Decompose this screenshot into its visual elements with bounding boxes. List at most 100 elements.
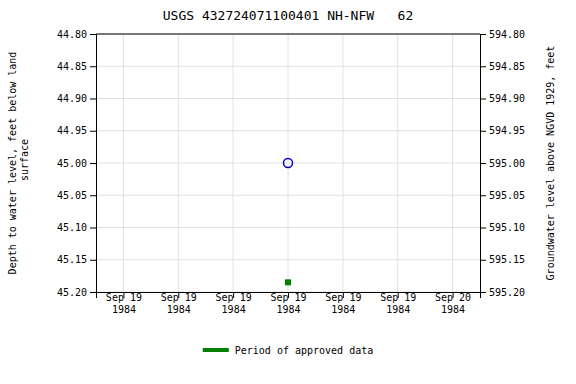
- text-line: Sep 19: [106, 292, 142, 303]
- grid-line: [288, 34, 289, 292]
- axis-line: [90, 35, 97, 293]
- text-line: Sep 20: [435, 292, 471, 303]
- tick: 44.80: [57, 29, 96, 40]
- text-line: Sep 19: [270, 292, 306, 303]
- tick-label: 595.15: [489, 254, 525, 265]
- tick: 45.10: [57, 222, 96, 233]
- axis-line: [96, 34, 480, 35]
- tick: 595.00: [480, 158, 525, 169]
- tick-label: Sep 191984: [380, 292, 416, 315]
- tick: Sep 201984: [435, 292, 471, 315]
- tick-label: Sep 191984: [325, 292, 361, 315]
- legend: Period of approved data: [203, 345, 373, 356]
- text-line: Sep 19: [216, 292, 252, 303]
- tick: 595.05: [480, 190, 525, 201]
- tick-label: 44.80: [57, 29, 87, 40]
- tick: 595.10: [480, 222, 525, 233]
- data-marks: [284, 159, 293, 286]
- tick-label: 45.20: [57, 287, 87, 298]
- tick: 45.20: [57, 287, 96, 298]
- y2-axis-title: Groundwater level above NGVD 1929, feet: [545, 46, 556, 281]
- series: [284, 159, 293, 168]
- tick: 594.95: [480, 125, 525, 136]
- tick-mark: [480, 99, 486, 100]
- tick-label: 45.15: [57, 254, 87, 265]
- tick-mark: [90, 131, 96, 132]
- point: [284, 159, 293, 168]
- text-line: 1984: [112, 304, 136, 315]
- text-line: 1984: [276, 304, 300, 315]
- tick-mark: [90, 195, 96, 196]
- text-line: Sep 19: [325, 292, 361, 303]
- tick: Sep 191984: [216, 292, 252, 315]
- grid-line: [123, 34, 124, 292]
- tick-mark: [480, 163, 486, 164]
- tick: 594.90: [480, 93, 525, 104]
- text-line: 1984: [441, 304, 465, 315]
- tick-mark: [90, 99, 96, 100]
- grid-line: [233, 34, 234, 292]
- tick-mark: [480, 66, 486, 67]
- tick-mark: [90, 163, 96, 164]
- tick-mark: [480, 260, 486, 261]
- y-axis: 44.80 44.85 44.90 44.95 45.00 45.05 45.10 45.15…: [57, 29, 97, 298]
- tick-label: 595.10: [489, 222, 525, 233]
- grid-line: [178, 34, 179, 292]
- text-line: 1984: [222, 304, 246, 315]
- text-line: Sep 19: [380, 292, 416, 303]
- tick: Sep 191984: [270, 292, 306, 315]
- tick: 44.85: [57, 61, 96, 72]
- text-line: surface: [19, 139, 30, 187]
- text-line: Depth to water level, feet below land: [7, 52, 18, 275]
- tick: 45.05: [57, 190, 96, 201]
- text-line: 1984: [167, 304, 191, 315]
- tick: 594.80: [480, 29, 525, 40]
- series: [285, 279, 291, 285]
- tick-label: 594.80: [489, 29, 525, 40]
- grid-line: [96, 34, 480, 35]
- tick-mark: [90, 260, 96, 261]
- tick: 594.85: [480, 61, 525, 72]
- tick-label: Sep 201984: [435, 292, 471, 315]
- y-axis-title: Depth to water level, feet below land su…: [7, 52, 30, 275]
- tick-label: 594.85: [489, 61, 525, 72]
- tick-label: 44.90: [57, 93, 87, 104]
- tick-label: 45.00: [57, 158, 87, 169]
- tick-label: Sep 191984: [106, 292, 142, 315]
- tick-label: Sep 191984: [270, 292, 306, 315]
- tick: 44.90: [57, 93, 96, 104]
- text-line: 1984: [331, 304, 355, 315]
- tick-label: 45.05: [57, 190, 87, 201]
- tick: 45.15: [57, 254, 96, 265]
- tick: Sep 191984: [161, 292, 197, 315]
- tick-mark: [90, 228, 96, 229]
- tick-mark: [90, 66, 96, 67]
- tick: Sep 191984: [106, 292, 142, 315]
- tick-mark: [480, 34, 486, 35]
- legend-item: Period of approved data: [203, 345, 373, 356]
- legend-swatch: [203, 348, 229, 352]
- tick-label: Sep 191984: [161, 292, 197, 315]
- tick-mark: [480, 228, 486, 229]
- tick-label: Sep 191984: [216, 292, 252, 315]
- text-line: Groundwater level above NGVD 1929, feet: [545, 46, 556, 281]
- point: [285, 279, 291, 285]
- axis-line: [481, 35, 487, 293]
- text-line: 1984: [386, 304, 410, 315]
- tick: Sep 191984: [380, 292, 416, 315]
- chart: USGS 432724071100401 NH-NFW 6244.8044.85…: [0, 0, 576, 384]
- tick-mark: [480, 131, 486, 132]
- grid-line: [452, 34, 453, 292]
- grid: [96, 34, 480, 292]
- legend-label: Period of approved data: [235, 345, 373, 356]
- tick-mark: [480, 195, 486, 196]
- grid-line: [342, 34, 343, 292]
- tick-label: 594.95: [489, 125, 525, 136]
- tick: Sep 191984: [325, 292, 361, 315]
- grid-line: [397, 34, 398, 292]
- tick-label: 44.85: [57, 61, 87, 72]
- tick-label: 44.95: [57, 125, 87, 136]
- tick: 595.20: [480, 287, 525, 298]
- text-line: Sep 19: [161, 292, 197, 303]
- tick: 595.15: [480, 254, 525, 265]
